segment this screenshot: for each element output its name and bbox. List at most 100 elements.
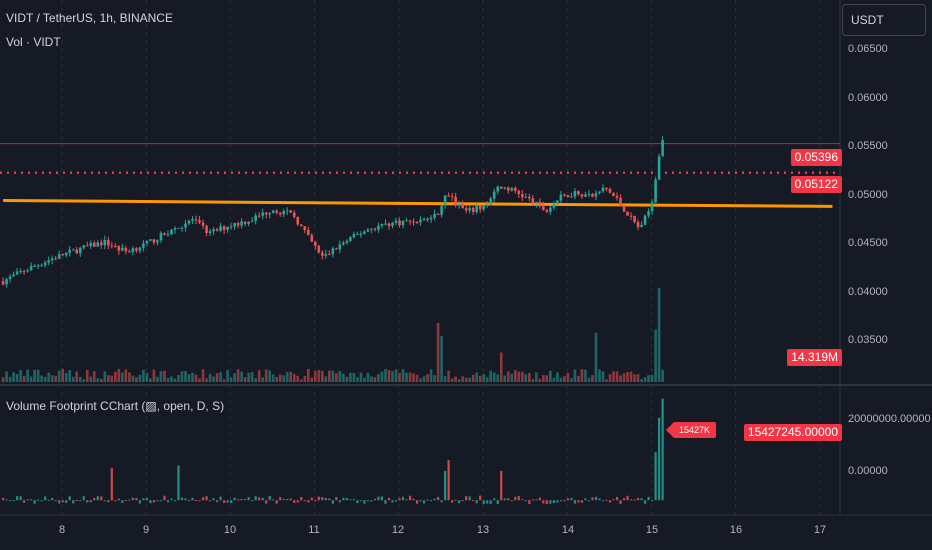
indicator-legend[interactable]: Volume Footprint CChart (▨, open, D, S)	[6, 399, 225, 413]
volume-bar	[545, 375, 549, 382]
footprint-bar	[222, 500, 226, 503]
volume-bar	[622, 373, 626, 382]
candle-body	[422, 218, 426, 220]
footprint-bar	[65, 500, 68, 503]
currency-selector[interactable]: USDT	[842, 4, 926, 36]
volume-bar	[591, 375, 594, 382]
footprint-bar	[412, 498, 415, 501]
candle-body	[440, 205, 443, 215]
candle-body	[468, 207, 471, 211]
volume-bar	[584, 369, 587, 382]
candle-body	[345, 240, 349, 243]
footprint-bar	[342, 497, 345, 501]
volume-bar	[261, 377, 264, 382]
volume-bar	[570, 378, 573, 382]
candle-body	[566, 195, 570, 197]
candle-body	[380, 223, 384, 226]
footprint-bar	[272, 499, 275, 501]
footprint-bar	[640, 498, 643, 501]
footprint-bar	[68, 496, 71, 501]
time-tick: 15	[645, 524, 659, 536]
footprint-bar	[142, 498, 145, 501]
volume-bar	[96, 378, 100, 382]
footprint-bar	[440, 500, 443, 503]
volume-bar	[405, 372, 408, 382]
candle-body	[78, 247, 82, 254]
price-tick: 0.06500	[848, 43, 888, 55]
footprint-bar	[79, 500, 82, 502]
price-tick: 0.05500	[848, 140, 888, 152]
candle-body	[401, 220, 405, 226]
candle-body	[166, 234, 170, 236]
footprint-bar	[163, 495, 166, 501]
volume-bar	[78, 376, 82, 382]
volume-bar	[496, 374, 500, 382]
candle-body	[496, 186, 500, 192]
candle-body	[29, 266, 33, 271]
candle-body	[580, 194, 584, 197]
volume-bar	[485, 377, 489, 382]
footprint-bar	[422, 500, 426, 504]
volume-bar	[233, 373, 236, 382]
volume-bar	[163, 370, 166, 382]
candle-body	[110, 245, 114, 247]
candle-body	[170, 229, 173, 235]
candle-body	[510, 187, 514, 191]
volume-bar	[156, 376, 159, 382]
footprint-bar	[93, 498, 96, 501]
footprint-bar	[44, 496, 47, 501]
candle-body	[429, 217, 433, 220]
price-scale-area	[840, 0, 932, 550]
volume-bar	[64, 373, 68, 382]
volume-bar	[626, 372, 629, 382]
candle-body	[661, 140, 664, 157]
candle-body	[128, 251, 131, 253]
price-levels	[0, 143, 840, 208]
volume-bar	[310, 377, 314, 382]
symbol-legend[interactable]: VIDT / TetherUS, 1h, BINANCE	[6, 11, 173, 25]
candle-body	[257, 215, 261, 217]
candle-body	[654, 179, 657, 203]
volume-bar	[89, 376, 93, 382]
footprint-bar	[86, 500, 89, 503]
candle-body	[619, 197, 622, 206]
candle-body	[299, 224, 303, 227]
volume-bar	[535, 372, 538, 382]
volume-bar	[40, 375, 43, 382]
volume-bar	[489, 370, 493, 382]
volume-bar	[549, 370, 552, 382]
candle-body	[92, 242, 96, 247]
footprint-bar	[352, 499, 355, 501]
footprint-bar	[387, 497, 391, 501]
candle-body	[352, 234, 356, 238]
volume-bar	[433, 375, 436, 382]
candle-body	[591, 194, 594, 197]
candle-body	[447, 195, 450, 197]
footprint-bar	[377, 496, 380, 501]
volume-bar	[201, 369, 205, 382]
footprint-bar	[82, 496, 85, 501]
volume-bar	[349, 372, 352, 382]
candle-body	[552, 203, 556, 208]
volume-bar	[82, 379, 86, 382]
candle-body	[261, 212, 264, 216]
volume-legend[interactable]: Vol · VIDT	[6, 35, 61, 49]
footprint-bar	[619, 500, 622, 504]
volume-bar	[345, 376, 349, 382]
candle-body	[96, 242, 100, 247]
footprint-bar	[524, 500, 527, 502]
volume-bar	[236, 369, 240, 382]
footprint-bar	[254, 496, 257, 501]
candle-body	[573, 191, 577, 197]
volume-bar	[524, 374, 528, 382]
candle-body	[643, 215, 647, 225]
candle-body	[278, 212, 282, 215]
footprint-bar	[149, 500, 152, 504]
candle-body	[612, 192, 615, 197]
candle-body	[226, 226, 229, 230]
footprint-bar	[128, 499, 131, 501]
volume-bar	[636, 374, 640, 382]
footprint-bar	[651, 500, 654, 502]
